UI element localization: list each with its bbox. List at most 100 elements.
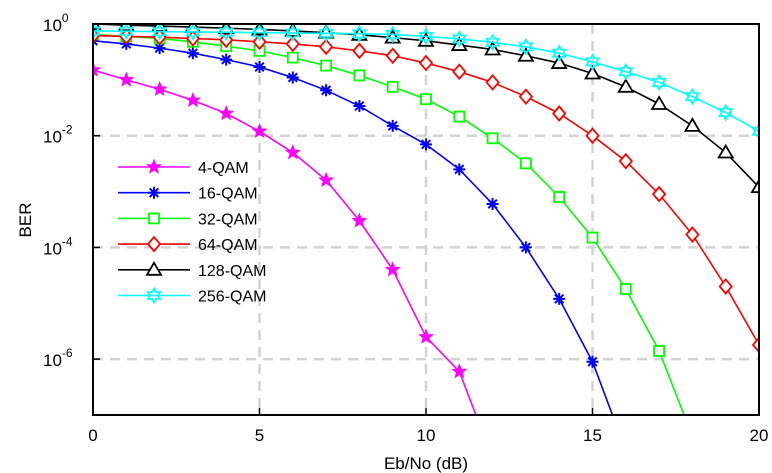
data-point-4-qam	[418, 328, 434, 344]
data-point-64-qam	[252, 33, 267, 51]
legend-marker-256-qam	[146, 286, 162, 305]
legend-label: 128-QAM	[198, 263, 266, 280]
y-tick-exponent: -4	[62, 234, 73, 248]
data-point-64-qam	[285, 35, 300, 53]
data-point-64-qam	[352, 42, 367, 60]
data-point-128-qam	[683, 117, 701, 132]
series-256-qam	[93, 24, 759, 141]
grid-lines	[93, 24, 759, 415]
data-point-256-qam	[484, 33, 501, 52]
legend-label: 64-QAM	[198, 237, 258, 254]
data-point-16-qam	[220, 53, 233, 66]
legend: 4-QAM 16-QAM 32-QAM 64-QAM 128-QAM 256-QAM	[118, 158, 266, 306]
data-point-256-qam	[451, 30, 467, 48]
data-point-64-qam	[93, 27, 101, 44]
data-point-32-qam	[353, 69, 366, 82]
data-point-32-qam	[320, 59, 333, 72]
y-tick-exponent: 0	[62, 11, 69, 25]
data-point-256-qam	[118, 24, 134, 41]
x-tick-label: 10	[417, 426, 436, 445]
data-point-128-qam	[750, 178, 759, 194]
data-point-128-qam	[317, 24, 335, 39]
data-point-256-qam	[751, 122, 759, 141]
data-point-64-qam	[751, 336, 759, 354]
data-point-128-qam	[617, 78, 635, 93]
data-point-32-qam	[520, 157, 532, 170]
data-point-32-qam	[386, 80, 399, 93]
data-point-32-qam	[420, 93, 432, 106]
legend-label: 16-QAM	[198, 186, 258, 203]
data-point-64-qam	[385, 47, 400, 65]
x-tick-label: 15	[583, 426, 602, 445]
y-tick-labels: 100 10-2 10-4 10-6	[43, 11, 73, 370]
legend-item-256-qam: 256-QAM	[118, 286, 266, 306]
legend-marker-16-qam	[148, 186, 160, 199]
data-point-64-qam	[318, 38, 334, 56]
data-point-256-qam	[218, 24, 234, 42]
x-tick-label: 5	[255, 426, 264, 445]
data-point-32-qam	[553, 191, 566, 203]
data-point-4-qam	[251, 122, 268, 139]
data-point-32-qam	[286, 51, 299, 64]
data-point-4-qam	[93, 61, 101, 77]
data-point-64-qam	[718, 278, 733, 295]
data-point-32-qam	[653, 345, 665, 357]
data-point-4-qam	[318, 171, 335, 187]
y-tick-label: 10-2	[43, 123, 73, 147]
series-16-qam	[93, 34, 614, 415]
y-tick-exponent: -2	[62, 123, 73, 137]
data-point-16-qam	[420, 138, 432, 151]
axis-ticks	[92, 23, 760, 415]
data-point-64-qam	[618, 152, 633, 170]
legend-item-16-qam: 16-QAM	[118, 186, 258, 203]
legend-item-32-qam: 32-QAM	[118, 211, 258, 228]
data-point-16-qam	[519, 241, 532, 254]
data-point-128-qam	[583, 64, 602, 80]
data-point-16-qam	[553, 292, 566, 305]
data-point-16-qam	[353, 100, 366, 113]
data-point-256-qam	[518, 38, 534, 56]
legend-marker-64-qam	[146, 235, 162, 253]
data-point-256-qam	[684, 87, 701, 106]
data-point-64-qam	[518, 88, 534, 106]
x-axis-title: Eb/No (dB)	[384, 454, 468, 473]
series-line-256-qam	[93, 30, 759, 132]
data-point-16-qam	[253, 60, 266, 73]
legend-marker-32-qam	[148, 212, 160, 225]
data-point-128-qam	[717, 143, 735, 159]
legend-label: 32-QAM	[198, 211, 258, 228]
y-tick-label: 100	[43, 11, 69, 35]
x-tick-labels: 0 5 10 15 20	[88, 426, 768, 445]
data-point-64-qam	[485, 74, 500, 91]
legend-marker-128-qam	[145, 261, 163, 276]
data-point-16-qam	[586, 355, 599, 368]
data-point-32-qam	[586, 231, 599, 244]
y-tick-label: 10-4	[43, 234, 73, 258]
data-point-256-qam	[584, 53, 601, 71]
data-point-256-qam	[151, 24, 168, 41]
data-point-16-qam	[453, 163, 466, 176]
data-point-256-qam	[351, 24, 368, 43]
data-point-32-qam	[619, 283, 632, 295]
data-point-16-qam	[386, 119, 399, 132]
data-point-64-qam	[452, 63, 467, 81]
legend-item-128-qam: 128-QAM	[118, 261, 266, 280]
series-4-qam	[93, 61, 477, 415]
data-point-4-qam	[351, 212, 368, 228]
data-point-4-qam	[451, 363, 468, 379]
series-64-qam	[93, 27, 759, 354]
data-point-128-qam	[450, 36, 468, 51]
data-point-256-qam	[651, 73, 667, 92]
data-point-4-qam	[384, 261, 401, 277]
y-tick-label: 10-6	[43, 346, 73, 370]
legend-label: 256-QAM	[198, 289, 266, 306]
data-point-16-qam	[486, 197, 499, 210]
data-point-256-qam	[385, 25, 401, 44]
data-point-4-qam	[284, 144, 301, 160]
y-tick-exponent: -6	[62, 346, 73, 360]
legend-item-64-qam: 64-QAM	[118, 235, 258, 254]
data-point-256-qam	[185, 24, 201, 41]
data-point-64-qam	[585, 127, 600, 145]
data-point-256-qam	[93, 24, 101, 40]
data-point-64-qam	[685, 226, 700, 243]
